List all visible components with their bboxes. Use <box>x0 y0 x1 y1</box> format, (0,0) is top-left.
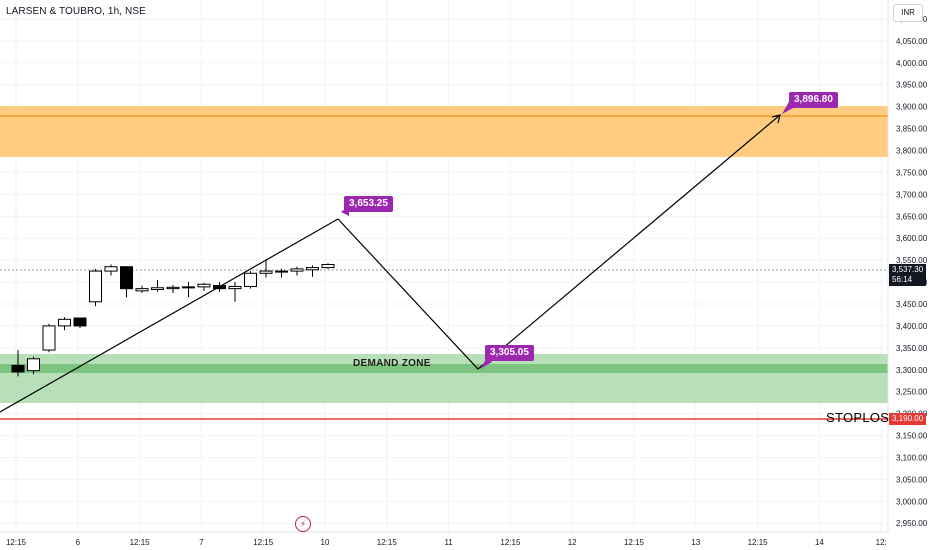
demand-zone <box>0 354 888 403</box>
price-tick-label: 3,850.00 <box>896 125 928 134</box>
candle-body <box>228 285 242 290</box>
price-tick-label: 3,700.00 <box>896 190 928 199</box>
candle-body <box>73 317 87 327</box>
price-tick-label: 2,950.00 <box>896 519 928 528</box>
time-tick-label: 12:15 <box>748 538 769 547</box>
candle-body <box>104 266 118 272</box>
price-tick-label: 3,750.00 <box>896 168 928 177</box>
candles <box>11 259 335 377</box>
time-tick-label: 11 <box>444 538 453 547</box>
currency-selector[interactable]: INR <box>893 4 923 22</box>
bar-countdown: 56:14 <box>892 275 913 284</box>
candle-body <box>197 283 211 288</box>
price-tick-label: 3,250.00 <box>896 388 928 397</box>
candle-body <box>151 287 164 291</box>
target-flag-2[interactable]: 3,305.05 <box>485 345 534 361</box>
time-axis-ticks[interactable]: 12:15 6 12:15 7 12:15 10 12:15 11 12:15 12 12:15 13… <box>6 538 887 547</box>
time-tick-label: 13 <box>691 538 700 547</box>
price-tick-label: 3,900.00 <box>896 103 928 112</box>
candle-body <box>244 272 257 287</box>
time-tick-label: 12 <box>568 538 577 547</box>
symbol-title[interactable]: LARSEN & TOUBRO, 1h, NSE <box>6 6 146 17</box>
projection-path[interactable] <box>337 114 781 370</box>
demand-zone-label: DEMAND ZONE <box>353 358 431 369</box>
last-price-tag: 3,537.30 56:14 <box>889 264 927 286</box>
price-axis-ticks[interactable]: 4,100.004,050.004,000.003,950.003,900.00… <box>896 15 928 528</box>
price-tick-label: 3,150.00 <box>896 432 928 441</box>
candle-body <box>275 270 288 273</box>
price-tick-label: 3,400.00 <box>896 322 928 331</box>
time-tick-label: 12:15 <box>130 538 151 547</box>
price-tick-label: 4,000.00 <box>896 59 928 68</box>
demand-zone-band <box>0 364 888 373</box>
price-tick-label: 3,100.00 <box>896 453 928 462</box>
last-price-value: 3,537.30 <box>892 265 924 274</box>
candle-body <box>58 318 71 327</box>
zones <box>0 106 888 420</box>
stoploss-price-tag: 3,190.00 <box>889 413 927 425</box>
price-tick-label: 3,550.00 <box>896 256 928 265</box>
grid <box>0 0 888 532</box>
candle-body <box>166 286 180 290</box>
time-tick-label: 7 <box>199 538 204 547</box>
supply-zone <box>0 106 888 157</box>
target-flag-3[interactable]: 3,896.80 <box>789 92 838 108</box>
time-tick-label: 12:15 <box>6 538 27 547</box>
candle-body <box>259 270 273 274</box>
target-flag-1[interactable]: 3,653.25 <box>344 196 393 212</box>
time-tick-label: 12:15 <box>500 538 521 547</box>
time-tick-label: 12: <box>876 538 887 547</box>
time-tick-label: 10 <box>321 538 330 547</box>
trend-line[interactable] <box>0 218 339 413</box>
candle-body <box>182 286 195 289</box>
price-tick-label: 3,800.00 <box>896 147 928 156</box>
price-tick-label: 3,000.00 <box>896 497 928 506</box>
candle-body <box>42 325 56 351</box>
time-tick-label: 6 <box>76 538 81 547</box>
price-tick-label: 3,600.00 <box>896 234 928 243</box>
candle-body <box>290 268 304 272</box>
stoploss-label: STOPLOSS <box>826 410 899 425</box>
price-tick-label: 3,650.00 <box>896 212 928 221</box>
candle-body <box>11 364 25 373</box>
candle-body <box>89 270 102 303</box>
price-tick-label: 3,300.00 <box>896 366 928 375</box>
price-tick-label: 3,050.00 <box>896 475 928 484</box>
lightning-circle-icon[interactable]: ⚡ <box>295 516 311 532</box>
candle-body <box>321 264 335 269</box>
price-tick-label: 3,350.00 <box>896 344 928 353</box>
time-tick-label: 12:15 <box>253 538 274 547</box>
price-tick-label: 3,950.00 <box>896 81 928 90</box>
time-tick-label: 12:15 <box>377 538 398 547</box>
arrow-head-icon <box>771 114 781 124</box>
time-tick-label: 12:15 <box>624 538 645 547</box>
time-tick-label: 14 <box>815 538 824 547</box>
candle-body <box>135 288 149 292</box>
candle-body <box>306 267 319 271</box>
candle-body <box>120 266 133 290</box>
price-tick-label: 4,050.00 <box>896 37 928 46</box>
price-tick-label: 3,450.00 <box>896 300 928 309</box>
candle-body <box>27 358 40 372</box>
